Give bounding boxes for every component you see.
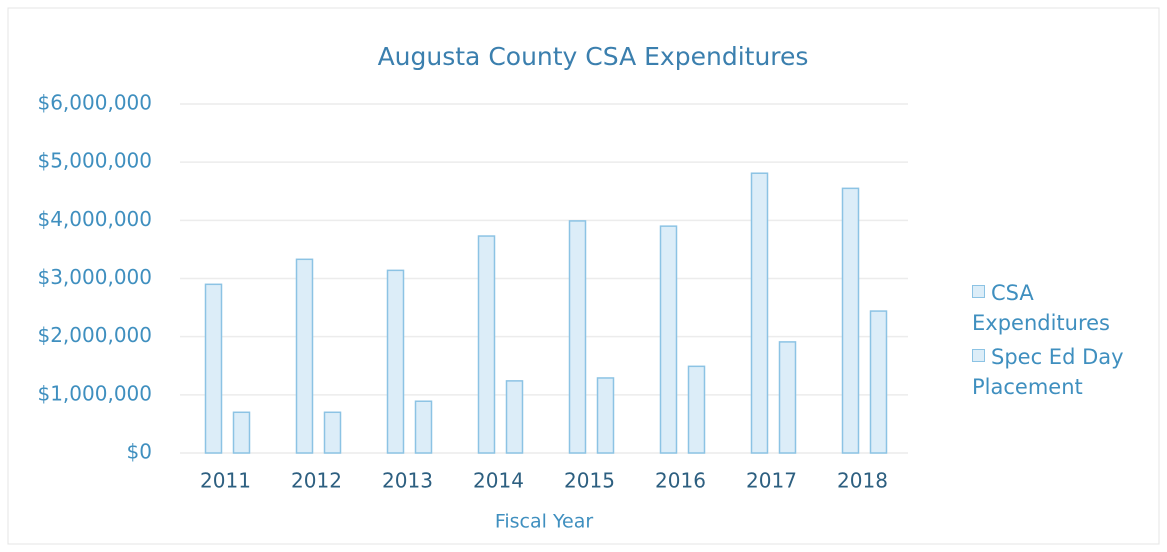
- legend-swatch: [972, 349, 985, 362]
- bar: [778, 341, 797, 454]
- bar: [869, 310, 888, 454]
- y-tick-label: $3,000,000: [37, 265, 152, 289]
- bar: [687, 365, 706, 454]
- y-tick-label: $1,000,000: [37, 381, 152, 405]
- bar: [568, 220, 587, 454]
- y-tick-label: $6,000,000: [37, 91, 152, 115]
- legend-label: CSA Expenditures: [972, 281, 1110, 335]
- bar: [505, 380, 524, 454]
- legend-item: Spec Ed Day Placement: [972, 342, 1152, 402]
- x-tick-label: 2016: [655, 469, 706, 493]
- bar: [596, 377, 615, 454]
- bar: [232, 411, 251, 454]
- legend-item: CSA Expenditures: [972, 278, 1152, 338]
- bar: [841, 187, 860, 454]
- y-tick-label: $4,000,000: [37, 207, 152, 231]
- bar: [750, 172, 769, 454]
- chart-title: Augusta County CSA Expenditures: [378, 42, 809, 71]
- x-tick-label: 2014: [473, 469, 524, 493]
- legend-swatch: [972, 285, 985, 298]
- bar: [477, 235, 496, 454]
- chart-border: [7, 7, 1160, 545]
- bar: [386, 269, 405, 454]
- x-tick-label: 2011: [200, 469, 251, 493]
- y-tick-label: $2,000,000: [37, 323, 152, 347]
- legend-label: Spec Ed Day Placement: [972, 345, 1124, 399]
- x-tick-label: 2013: [382, 469, 433, 493]
- bar: [414, 400, 433, 454]
- y-tick-label: $5,000,000: [37, 149, 152, 173]
- bar: [659, 225, 678, 454]
- x-tick-label: 2018: [837, 469, 888, 493]
- bar: [295, 258, 314, 454]
- bar: [323, 411, 342, 454]
- x-tick-label: 2015: [564, 469, 615, 493]
- bar: [204, 283, 223, 454]
- x-tick-label: 2017: [746, 469, 797, 493]
- y-tick-label: $0: [127, 440, 152, 464]
- x-tick-label: 2012: [291, 469, 342, 493]
- x-axis-title: Fiscal Year: [495, 511, 594, 533]
